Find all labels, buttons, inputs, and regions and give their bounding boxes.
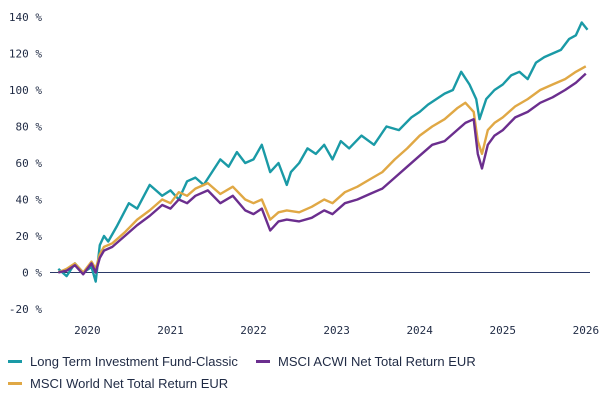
x-tick-label: 2025 — [490, 324, 517, 337]
x-tick-label: 2022 — [240, 324, 267, 337]
x-tick-label: 2020 — [74, 324, 101, 337]
y-tick-label: 140 % — [9, 11, 42, 24]
x-tick-label: 2026 — [573, 324, 600, 337]
y-tick-label: 120 % — [9, 48, 42, 61]
legend-item-fund: Long Term Investment Fund-Classic — [8, 354, 238, 369]
y-tick-label: 100 % — [9, 84, 42, 97]
series-line-2 — [57, 65, 587, 274]
legend-item-acwi: MSCI ACWI Net Total Return EUR — [256, 354, 476, 369]
x-axis: 2020 2021 2022 2023 2024 2025 2026 — [74, 324, 599, 337]
x-tick-label: 2023 — [323, 324, 350, 337]
y-tick-label: 0 % — [22, 267, 42, 280]
legend-label-fund: Long Term Investment Fund-Classic — [30, 354, 238, 369]
series-layer — [57, 21, 589, 283]
legend-label-world: MSCI World Net Total Return EUR — [30, 376, 229, 391]
legend-item-world: MSCI World Net Total Return EUR — [8, 376, 228, 391]
x-tick-label: 2024 — [406, 324, 433, 337]
y-axis: -20 % 0 % 20 % 40 % 60 % 80 % 100 % 120 % 140 % — [9, 11, 42, 316]
series-line-0 — [57, 21, 589, 283]
line-chart: -20 %0 %20 %40 %60 %80 %100 %120 %140 % … — [9, 11, 599, 337]
y-tick-label: 80 % — [16, 121, 43, 134]
legend-label-acwi: MSCI ACWI Net Total Return EUR — [278, 354, 476, 369]
y-tick-label: 40 % — [16, 194, 43, 207]
legend-swatch-acwi — [256, 360, 270, 363]
legend-swatch-world — [8, 382, 22, 385]
x-tick-label: 2021 — [157, 324, 184, 337]
y-tick-label: -20 % — [9, 303, 42, 316]
series-line-1 — [58, 72, 587, 276]
y-tick-label: 60 % — [16, 157, 43, 170]
legend-swatch-fund — [8, 360, 22, 363]
y-tick-label: 20 % — [16, 230, 43, 243]
